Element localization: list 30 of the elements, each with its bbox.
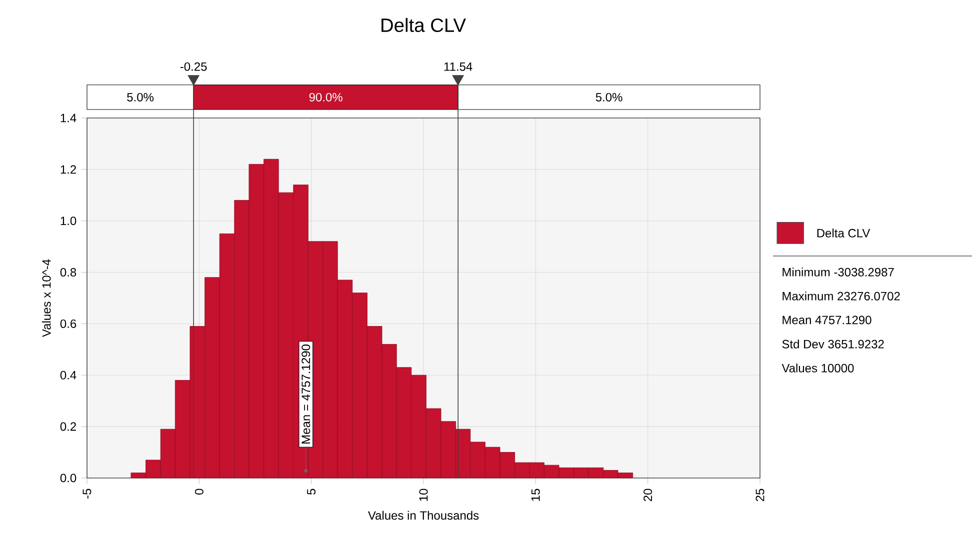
- y-tick-label: 0.2: [60, 422, 76, 431]
- ref-line-label: -0.25: [180, 62, 207, 71]
- x-tick-label: 5: [307, 488, 316, 495]
- annotation: Mean = 4757.1290: [302, 344, 310, 444]
- x-tick-label: 20: [644, 488, 652, 502]
- ref-line-label: 11.54: [444, 62, 472, 71]
- text: 5.0%: [127, 92, 154, 102]
- y-tick-label: 1.2: [60, 165, 76, 174]
- text: Std Dev 3651.9232: [782, 340, 884, 348]
- legend-label: Delta CLV: [817, 228, 870, 238]
- y-tick-label: 0.0: [60, 474, 76, 482]
- x-tick-label: 10: [419, 488, 428, 501]
- text: 90.0%: [309, 92, 342, 102]
- x-tick-label: 25: [756, 488, 764, 502]
- text: Maximum 23276.0702: [782, 292, 900, 300]
- y-tick-label: 1.4: [60, 114, 76, 122]
- text: Values 10000: [782, 364, 854, 372]
- x-tick-label: 0: [194, 488, 204, 495]
- y-tick-label: 1.0: [60, 216, 76, 226]
- text: Mean 4757.1290: [782, 316, 872, 324]
- y-tick-label: 0.8: [60, 268, 76, 277]
- y-tick-label: 0.6: [60, 319, 76, 328]
- x-tick-label: 15: [531, 488, 540, 501]
- text: 5.0%: [596, 92, 622, 102]
- text: Minimum -3038.2987: [782, 268, 894, 276]
- y-axis-title: Values x 10^-4: [42, 259, 51, 337]
- chart-title: Delta CLV: [382, 18, 466, 32]
- x-axis-title: Values in Thousands: [368, 510, 479, 520]
- y-tick-label: 0.4: [60, 370, 76, 380]
- x-tick-label: -5: [82, 488, 92, 499]
